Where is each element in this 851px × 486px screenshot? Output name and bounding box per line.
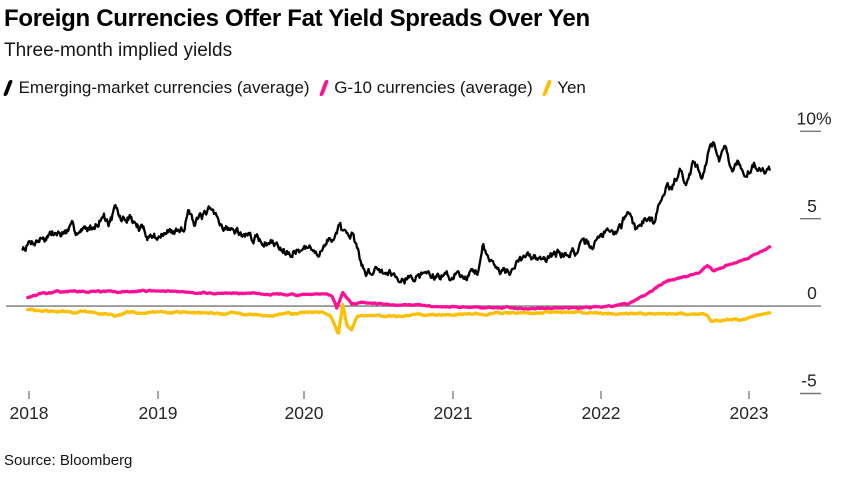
- x-axis-label-2018: 2018: [10, 403, 49, 423]
- y-axis-label-10pct: 10%: [796, 109, 831, 129]
- y-axis-label-5: 5: [807, 196, 817, 216]
- legend-item-emerging-market: Emerging-market currencies (average): [2, 78, 310, 98]
- legend-label-g10: G-10 currencies (average): [334, 78, 533, 97]
- y-axis-label-neg5: -5: [801, 371, 817, 391]
- series-line-yen: [26, 302, 772, 335]
- source-note: Source: Bloomberg: [4, 452, 133, 469]
- series-lines: [21, 141, 772, 335]
- y-axis-label-0: 0: [807, 283, 817, 303]
- legend-item-yen: Yen: [541, 78, 586, 98]
- x-axis-label-2023: 2023: [730, 403, 769, 423]
- x-axis-label-2020: 2020: [285, 403, 324, 423]
- legend-label-yen: Yen: [557, 78, 586, 97]
- series-line-g10: [26, 245, 772, 311]
- chart-legend: Emerging-market currencies (average) G-1…: [2, 78, 586, 98]
- chart-subtitle: Three-month implied yields: [4, 40, 233, 61]
- x-axis-label-2021: 2021: [434, 403, 473, 423]
- x-axis-label-2022: 2022: [582, 403, 621, 423]
- page-title: Foreign Currencies Offer Fat Yield Sprea…: [4, 5, 590, 32]
- legend-label-emerging-market: Emerging-market currencies (average): [18, 78, 310, 97]
- legend-item-g10: G-10 currencies (average): [318, 78, 533, 98]
- series-line-emerging-market: [21, 141, 771, 285]
- x-axis-label-2019: 2019: [139, 403, 178, 423]
